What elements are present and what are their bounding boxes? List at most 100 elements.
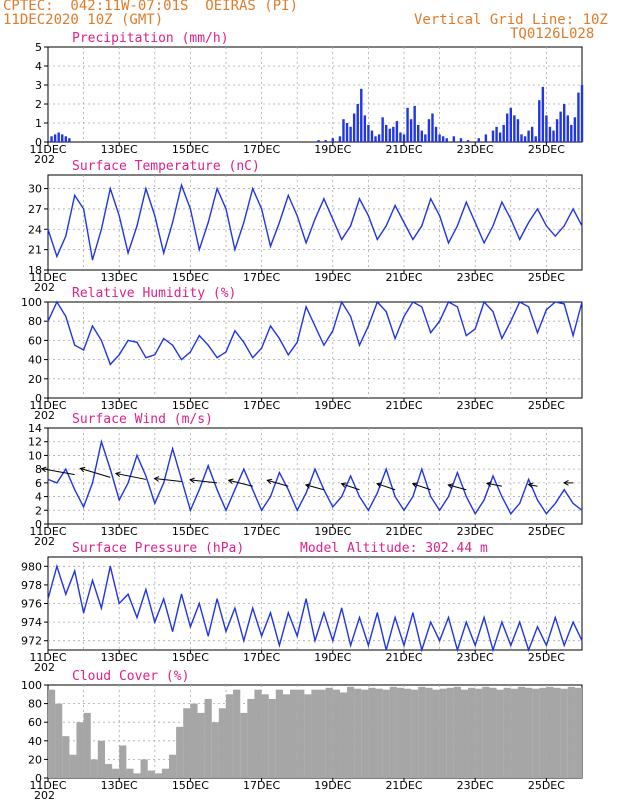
data-point <box>65 593 67 595</box>
bar <box>477 138 480 142</box>
data-point <box>287 354 289 356</box>
data-point <box>447 242 450 244</box>
bar <box>90 759 98 778</box>
bar <box>332 689 340 778</box>
panel-title: Surface Pressure (hPa) <box>72 541 244 556</box>
data-point <box>234 330 236 332</box>
x-tick-label: 17DEC <box>243 779 280 792</box>
year-label: 202 <box>34 409 55 422</box>
data-point <box>278 471 280 474</box>
data-point <box>563 303 565 305</box>
data-point <box>83 208 85 210</box>
data-point <box>492 225 494 227</box>
wind-arrow-head <box>40 466 47 473</box>
data-point <box>421 225 423 227</box>
data-point <box>243 341 245 343</box>
wind-arrow-head <box>376 482 383 488</box>
bar <box>399 132 402 142</box>
bar <box>577 92 580 142</box>
bar <box>567 686 575 778</box>
bar <box>211 722 219 778</box>
data-point <box>341 607 343 609</box>
bar <box>510 688 518 778</box>
data-point <box>305 598 307 600</box>
wind-arrow-head <box>340 482 347 488</box>
x-tick-label: 21DEC <box>385 143 422 156</box>
data-point <box>385 311 387 313</box>
year-label: 202 <box>34 661 55 674</box>
data-point <box>278 221 280 224</box>
x-tick-label: 11DEC <box>29 399 66 412</box>
data-point <box>127 593 129 595</box>
x-tick-label: 17DEC <box>243 399 280 412</box>
data-point <box>261 208 263 210</box>
data-point <box>501 621 503 623</box>
bar <box>506 113 509 142</box>
wind-arrow <box>341 483 360 491</box>
data-point <box>376 492 378 494</box>
model-altitude-label: Model Altitude: 302.44 m <box>300 541 488 556</box>
bar <box>417 124 420 142</box>
wind-arrow <box>41 468 75 476</box>
data-point <box>367 509 369 511</box>
y-tick-label: 2 <box>35 98 42 111</box>
data-point <box>554 616 556 619</box>
data-point <box>447 495 450 498</box>
bar <box>367 124 370 142</box>
y-tick-label: 4 <box>35 491 42 504</box>
data-point <box>56 255 58 258</box>
data-point <box>136 341 138 343</box>
data-point <box>412 612 414 614</box>
x-tick-label: 13DEC <box>101 525 138 538</box>
bar <box>68 138 71 142</box>
bar <box>446 687 454 778</box>
data-point <box>127 339 129 341</box>
bar <box>555 119 559 142</box>
wind-arrow <box>486 482 502 487</box>
bar <box>339 692 348 778</box>
data-point <box>403 644 405 646</box>
data-point <box>136 225 138 227</box>
y-tick-label: 30 <box>28 183 42 196</box>
panel-frame <box>47 427 583 525</box>
data-point <box>207 344 209 346</box>
year-label: 202 <box>34 281 55 294</box>
bar <box>363 115 367 142</box>
bar <box>406 107 409 142</box>
data-point <box>350 315 352 317</box>
data-point <box>581 640 583 642</box>
bar <box>445 138 448 142</box>
bar <box>563 104 566 142</box>
bar <box>147 770 155 778</box>
bar <box>240 712 248 778</box>
bar <box>370 130 374 142</box>
bar <box>47 689 56 778</box>
data-point <box>545 225 548 227</box>
bar <box>119 745 127 778</box>
data-point <box>83 506 85 508</box>
data-point <box>269 245 272 247</box>
data-point <box>163 482 165 484</box>
bar <box>539 687 547 778</box>
data-point <box>572 208 574 210</box>
data-point <box>118 602 120 605</box>
data-point <box>492 475 494 477</box>
x-tick-label: 11DEC <box>29 651 66 664</box>
data-point <box>358 616 361 619</box>
bar <box>396 687 405 778</box>
x-tick-label: 23DEC <box>457 651 494 664</box>
data-point <box>519 621 521 623</box>
data-point <box>510 513 512 515</box>
data-point <box>287 489 289 491</box>
bar <box>395 121 399 142</box>
bar <box>559 111 562 142</box>
bar <box>475 688 483 778</box>
bar <box>324 140 327 142</box>
data-point <box>439 509 441 511</box>
data-point <box>216 357 218 359</box>
data-point <box>474 513 476 515</box>
bar <box>427 119 431 142</box>
x-tick-label: 19DEC <box>314 779 351 792</box>
data-point <box>118 499 120 501</box>
data-point <box>296 215 298 217</box>
